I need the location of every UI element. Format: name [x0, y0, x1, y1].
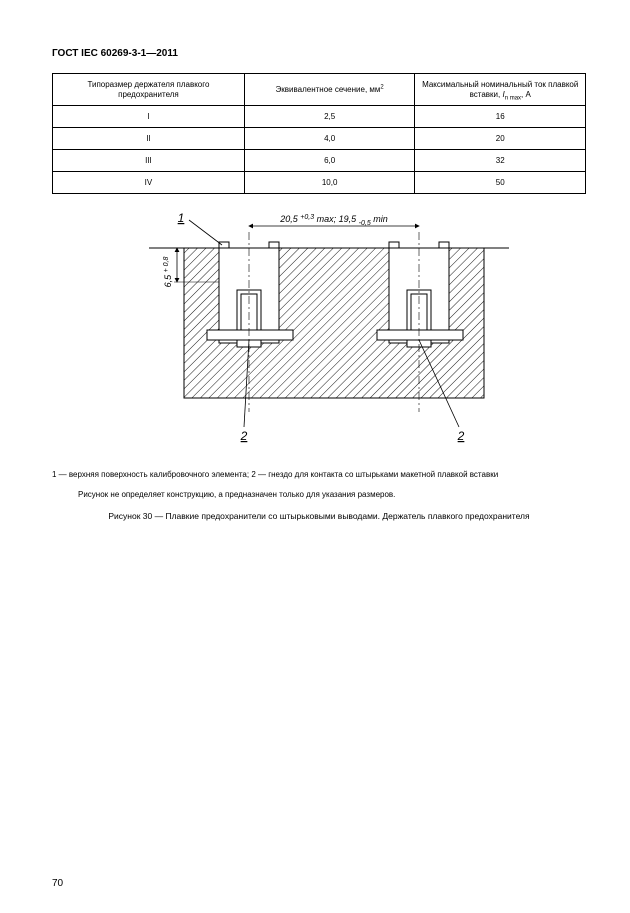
- table-cell: 16: [415, 106, 586, 128]
- table-cell: 10,0: [244, 172, 415, 194]
- spec-table: Типоразмер держателя плавкого предохрани…: [52, 73, 586, 194]
- table-cell: 4,0: [244, 128, 415, 150]
- table-cell: IV: [53, 172, 245, 194]
- figure-caption: Рисунок 30 — Плавкие предохранители со ш…: [52, 511, 586, 522]
- table-cell: III: [53, 150, 245, 172]
- disclaimer-text: Рисунок не определяет конструкцию, а пре…: [52, 490, 586, 500]
- table-cell: II: [53, 128, 245, 150]
- table-cell: 32: [415, 150, 586, 172]
- table-cell: I: [53, 106, 245, 128]
- table-cell: 50: [415, 172, 586, 194]
- top-dimension-text: 20,5 +0,3 max; 19,5 -0,5 min: [279, 214, 387, 227]
- callout-2-right: 2: [457, 429, 465, 443]
- table-row: II4,020: [53, 128, 586, 150]
- col-header-current: Максимальный номинальный ток плавкой вст…: [415, 74, 586, 106]
- table-row: III6,032: [53, 150, 586, 172]
- table-row: I2,516: [53, 106, 586, 128]
- figure-notes: 1 — верхняя поверхность калибровочного э…: [52, 470, 586, 522]
- legend-text: 1 — верхняя поверхность калибровочного э…: [52, 470, 586, 480]
- col-header-section: Эквивалентное сечение, мм2: [244, 74, 415, 106]
- document-header: ГОСТ IEC 60269-3-1—2011: [52, 48, 586, 59]
- table-cell: 6,0: [244, 150, 415, 172]
- technical-diagram: 20,5 +0,3 max; 19,5 -0,5 min 6,5 + 0,8 1…: [89, 212, 549, 452]
- table-cell: 20: [415, 128, 586, 150]
- page-number: 70: [52, 878, 63, 889]
- table-cell: 2,5: [244, 106, 415, 128]
- table-row: IV10,050: [53, 172, 586, 194]
- callout-2-left: 2: [240, 429, 248, 443]
- diagram-container: 20,5 +0,3 max; 19,5 -0,5 min 6,5 + 0,8 1…: [52, 212, 586, 452]
- callout-1: 1: [178, 212, 185, 225]
- table-body: I2,516II4,020III6,032IV10,050: [53, 106, 586, 194]
- table-header-row: Типоразмер держателя плавкого предохрани…: [53, 74, 586, 106]
- left-dimension-text: 6,5 + 0,8: [163, 257, 173, 288]
- col-header-size: Типоразмер держателя плавкого предохрани…: [53, 74, 245, 106]
